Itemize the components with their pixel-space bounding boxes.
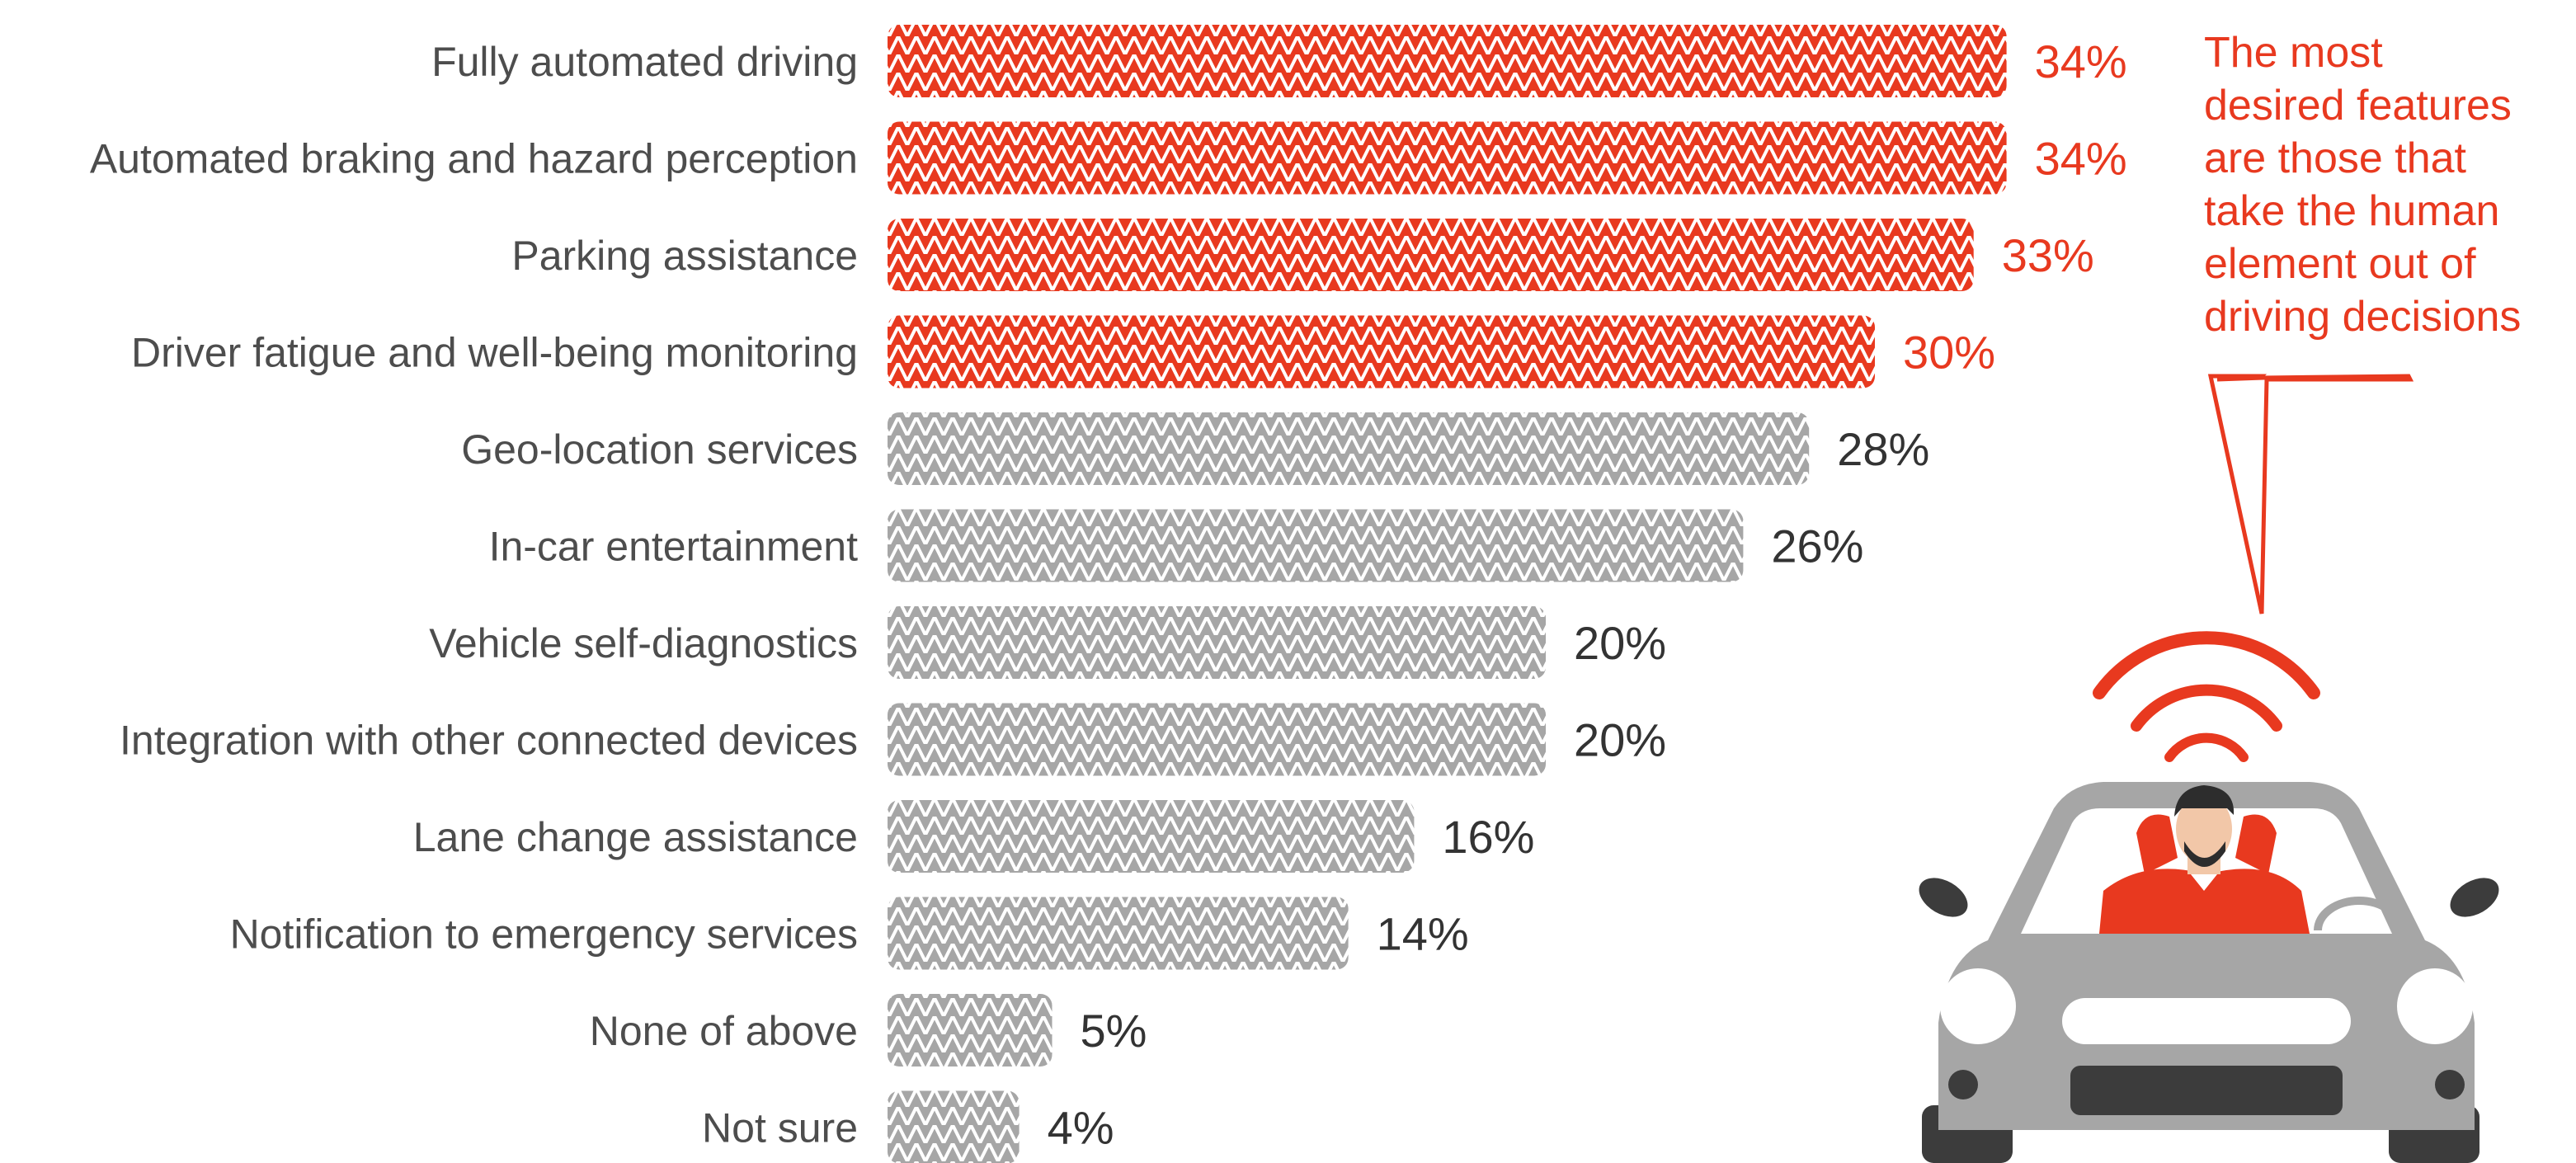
category-label: Driver fatigue and well-being monitoring <box>131 330 858 376</box>
driver-icon <box>2099 785 2310 934</box>
value-label: 14% <box>1377 908 1469 960</box>
callout-line: take the human <box>2204 187 2500 235</box>
bar <box>888 703 1546 776</box>
bar <box>888 121 2007 195</box>
callout-line: The most <box>2204 29 2383 77</box>
bar <box>888 412 1810 485</box>
callout-line: desired features <box>2204 82 2512 129</box>
value-label: 34% <box>2035 35 2127 87</box>
category-label: Geo-location services <box>461 426 858 473</box>
bar <box>888 994 1053 1066</box>
category-label: Lane change assistance <box>413 814 858 860</box>
category-label: Vehicle self-diagnostics <box>429 620 858 666</box>
value-label: 26% <box>1771 520 1863 572</box>
callout-line: are those that <box>2204 134 2466 182</box>
value-label: 20% <box>1574 714 1666 766</box>
value-label: 28% <box>1837 423 1929 475</box>
bar <box>888 219 1974 291</box>
callout-line: element out of <box>2204 240 2476 288</box>
category-label: Notification to emergency services <box>230 911 858 958</box>
bar <box>888 509 1744 582</box>
signal-icon <box>2093 631 2320 762</box>
value-label: 34% <box>2035 133 2127 185</box>
car-with-driver-and-signal-icon <box>1919 374 2499 1163</box>
bar <box>888 315 1875 388</box>
value-label: 20% <box>1574 617 1666 669</box>
bar <box>888 800 1415 873</box>
callout-pointer <box>2207 374 2414 614</box>
category-label: Not sure <box>702 1105 858 1151</box>
bar <box>888 25 2007 97</box>
bar <box>888 897 1349 970</box>
callout-text: The most desired features are those that… <box>2204 26 2576 343</box>
category-label: In-car entertainment <box>489 524 859 570</box>
category-label: Automated braking and hazard perception <box>90 136 858 182</box>
value-label: 16% <box>1442 811 1534 863</box>
value-label: 5% <box>1081 1005 1147 1057</box>
category-label: None of above <box>590 1008 858 1054</box>
bar <box>888 606 1546 679</box>
bars-group: Fully automated driving 34% Automated brak… <box>90 25 2127 1163</box>
callout-line: driving decisions <box>2204 293 2522 341</box>
category-label: Integration with other connected devices <box>120 718 858 764</box>
category-label: Fully automated driving <box>431 39 858 85</box>
value-label: 33% <box>2002 229 2094 281</box>
category-label: Parking assistance <box>511 233 858 279</box>
value-label: 30% <box>1903 327 1995 379</box>
bar <box>888 1090 1020 1163</box>
value-label: 4% <box>1048 1102 1114 1154</box>
